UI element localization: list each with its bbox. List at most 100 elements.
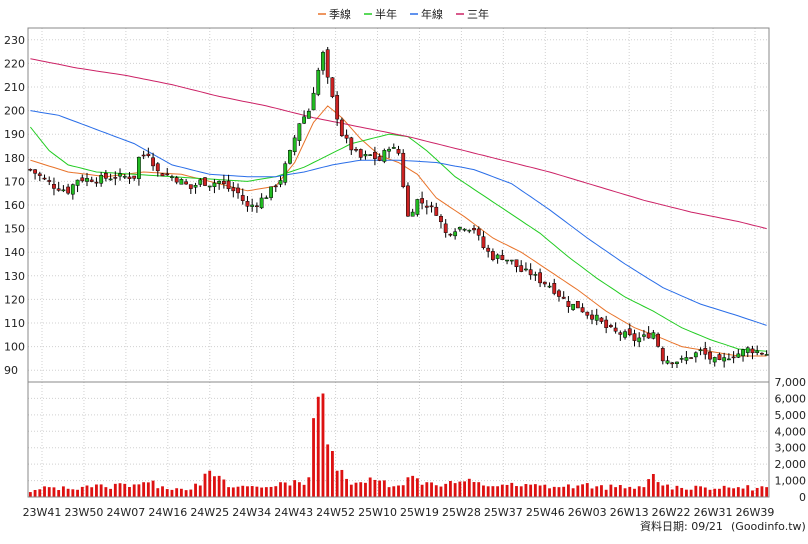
x-tick-label: 26W03 [568,506,607,519]
candle-body [89,179,94,182]
volume-bar [505,484,509,497]
candle-body [613,327,618,332]
candle-body [122,176,127,178]
candle-body [188,184,193,189]
candle-body [245,201,250,207]
volume-bar [623,488,627,497]
volume-bar [571,488,575,497]
candle-body [155,163,160,172]
volume-bar [326,444,330,497]
volume-bar [99,484,103,497]
volume-bar [406,477,410,497]
volume-bar [463,481,466,497]
candle-body [509,259,514,262]
candle-body [505,259,509,262]
candle-body [311,92,316,111]
volume-tick-label: 5,000 [775,409,807,422]
candle-body [66,186,71,194]
candle-body [717,354,722,360]
volume-bar [128,487,131,497]
candle-body [410,211,415,217]
volume-bar [279,482,282,497]
candle-body [599,317,604,322]
candle-body [335,95,340,120]
volume-bar [732,488,736,497]
legend-label-half-year: 半年 [375,7,397,21]
volume-bar [533,484,537,497]
volume-bar [538,485,542,497]
candle-body [514,259,519,268]
candle-body [47,180,52,182]
candle-body [538,272,542,284]
volume-bar [382,480,386,497]
candle-body [755,350,760,353]
candle-body [108,178,113,181]
candle-body [118,173,122,177]
volume-bar [694,485,698,497]
candle-body [618,332,623,335]
volume-bar [293,480,297,497]
candle-body [524,268,528,271]
volume-bar [741,488,745,497]
candle-body [642,334,646,337]
candle-body [594,314,599,321]
candle-body [316,69,321,95]
volume-bar [482,485,485,497]
price-tick-label: 90 [4,364,18,377]
candlesticks [28,46,769,369]
volume-bar [614,487,618,497]
candle-body [547,285,552,288]
volume-bar [467,478,471,497]
volume-bar [179,488,183,497]
volume-bar [203,473,207,497]
volume-bar [529,484,533,497]
volume-bar [80,486,84,497]
x-tick-label: 26W22 [652,506,691,519]
price-tick-label: 100 [4,341,25,354]
volume-tick-label: 7,000 [775,376,807,389]
volume-bar [661,485,665,497]
candle-body [448,233,453,236]
volume-bar [264,487,268,497]
candle-body [486,247,491,252]
volume-bar [453,483,457,497]
candle-body [406,185,410,217]
volume-bar [515,486,518,497]
volume-bar [458,481,462,497]
candle-body [179,179,184,185]
candle-body [415,199,420,215]
price-tick-label: 230 [4,34,25,47]
x-tick-label: 25W46 [526,506,565,519]
candle-body [221,180,226,185]
volume-bar [689,489,693,497]
volume-bar [727,487,731,497]
candle-body [203,177,207,186]
candle-body [363,154,368,157]
volume-bar [354,482,358,497]
volume-bar [581,484,584,497]
volume-bar [109,488,113,497]
candle-body [325,49,330,78]
price-tick-label: 180 [4,152,25,165]
volume-bar [90,487,94,497]
candle-body [170,176,174,178]
x-tick-label: 24W07 [106,506,145,519]
volume-bar [703,487,707,497]
volume-bar [713,488,717,497]
candle-body [132,175,137,179]
price-tick-label: 200 [4,105,25,118]
volume-bar [217,475,221,497]
volume-bar [496,486,500,497]
candle-body [571,303,576,310]
candle-body [70,184,75,195]
volume-bar [670,489,674,497]
volume-bar [760,486,764,497]
candle-body [693,352,698,358]
candle-body [561,296,566,299]
volume-tick-label: 2,000 [775,458,807,471]
volume-bar [231,487,235,497]
candle-body [358,149,363,158]
candle-body [637,337,642,343]
volume-bar [213,476,216,497]
x-axis: 23W41 23W50 24W07 24W16 24W25 24W34 24W43 24W52… [23,506,775,519]
